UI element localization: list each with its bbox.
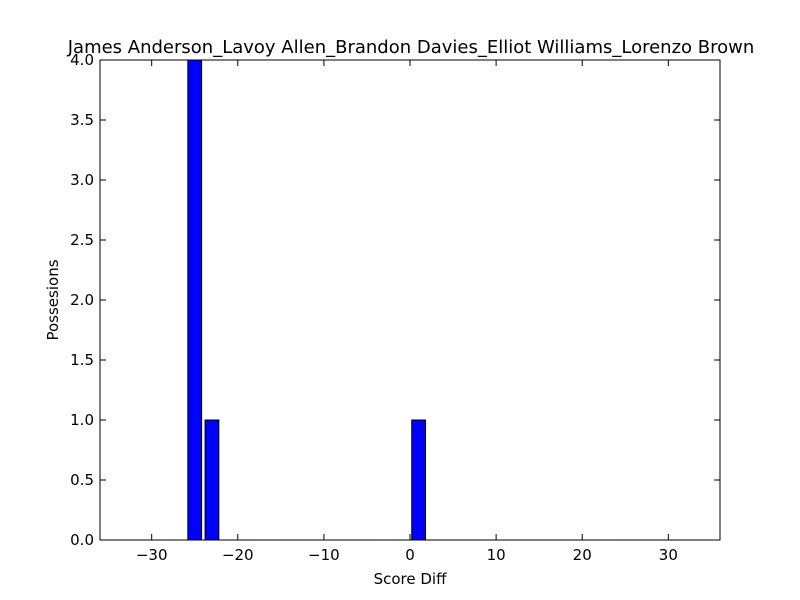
y-tick-label: 0.5 <box>70 471 94 489</box>
y-tick-label: 4.0 <box>70 51 94 69</box>
y-tick-label: 3.5 <box>70 111 94 129</box>
x-tick-label: −30 <box>136 546 168 564</box>
x-tick-label: −20 <box>222 546 254 564</box>
x-tick-label: 10 <box>487 546 506 564</box>
bar <box>204 419 220 541</box>
x-tick-label: 20 <box>573 546 592 564</box>
x-axis-label: Score Diff <box>374 570 447 588</box>
y-axis: 0.0 0.5 1.0 1.5 2.0 2.5 3.0 3.5 4.0 <box>70 51 720 549</box>
x-tick-label: 30 <box>659 546 678 564</box>
y-tick-label: 3.0 <box>70 171 94 189</box>
y-tick-label: 2.0 <box>70 291 94 309</box>
y-tick-label: 1.0 <box>70 411 94 429</box>
bar <box>187 59 203 541</box>
x-axis: −30 −20 −10 0 10 20 30 <box>136 60 678 564</box>
y-tick-label: 2.5 <box>70 231 94 249</box>
y-axis-label: Possesions <box>44 259 62 340</box>
chart-title: James Anderson_Lavoy Allen_Brandon Davie… <box>67 37 755 58</box>
y-tick-label: 0.0 <box>70 531 94 549</box>
y-tick-label: 1.5 <box>70 351 94 369</box>
bar <box>411 419 427 541</box>
x-tick-label: 0 <box>405 546 415 564</box>
x-tick-label: −10 <box>308 546 340 564</box>
